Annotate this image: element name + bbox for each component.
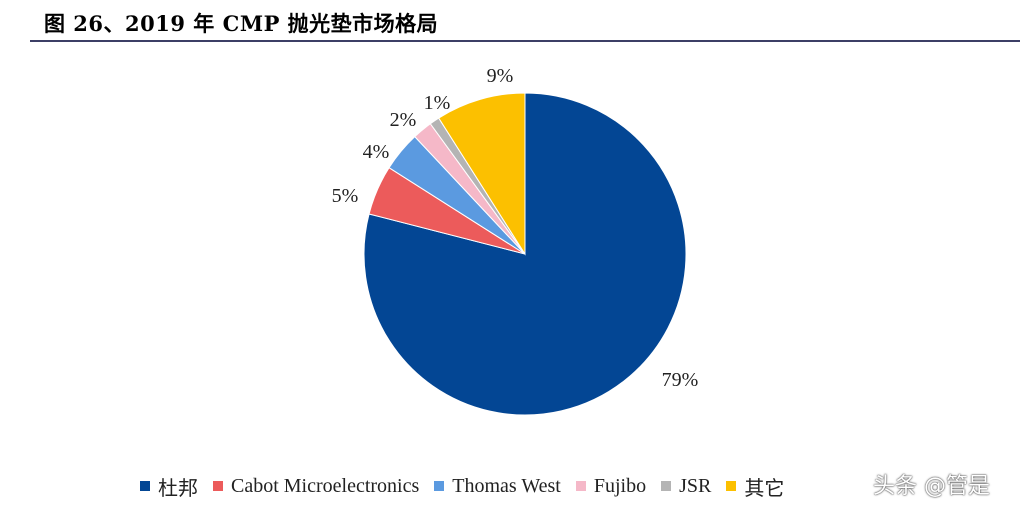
slice-percent-label: 1% xyxy=(424,92,451,114)
legend-swatch xyxy=(575,481,586,491)
watermark: 头条 @管是 xyxy=(873,474,990,499)
legend-label: 杜邦 xyxy=(158,477,198,500)
pie-labels: 79% 5%4%2% 1% 9% xyxy=(332,65,699,391)
slice-percent-label: 9% xyxy=(487,65,514,87)
legend-swatch xyxy=(661,481,672,491)
chart-title: 图 26、2019 年 CMP 抛光垫市场格局 xyxy=(44,11,439,36)
legend-item: 其它 xyxy=(726,472,784,501)
title-divider xyxy=(30,40,1020,42)
legend-swatch xyxy=(140,481,150,491)
pie-slice xyxy=(438,92,526,256)
legend-item: Thomas West xyxy=(434,475,561,498)
legend-swatch xyxy=(434,481,445,491)
slice-percent-label: 5% xyxy=(332,185,359,207)
slice-percent-label: 2% xyxy=(390,109,417,131)
slice-percent-label: 79% xyxy=(662,369,699,391)
legend-label: 其它 xyxy=(744,477,785,500)
legend-item: 杜邦 xyxy=(140,472,198,501)
legend-swatch xyxy=(726,481,737,491)
slice-percent-label: 4% xyxy=(363,141,390,163)
legend-label: Fujibo xyxy=(593,474,647,497)
legend-item: JSR xyxy=(661,475,711,498)
legend-item: Cabot Microelectronics xyxy=(213,475,419,498)
legend-item: Fujibo xyxy=(575,474,647,498)
pie-slices xyxy=(363,92,687,416)
legend-label: Cabot Microelectronics xyxy=(231,474,420,497)
legend-label: JSR xyxy=(679,474,712,497)
legend-label: Thomas West xyxy=(452,474,561,497)
chart-legend: 杜邦 Cabot Microelectronics Thomas West Fujib… xyxy=(140,472,799,500)
legend-swatch xyxy=(213,481,223,491)
